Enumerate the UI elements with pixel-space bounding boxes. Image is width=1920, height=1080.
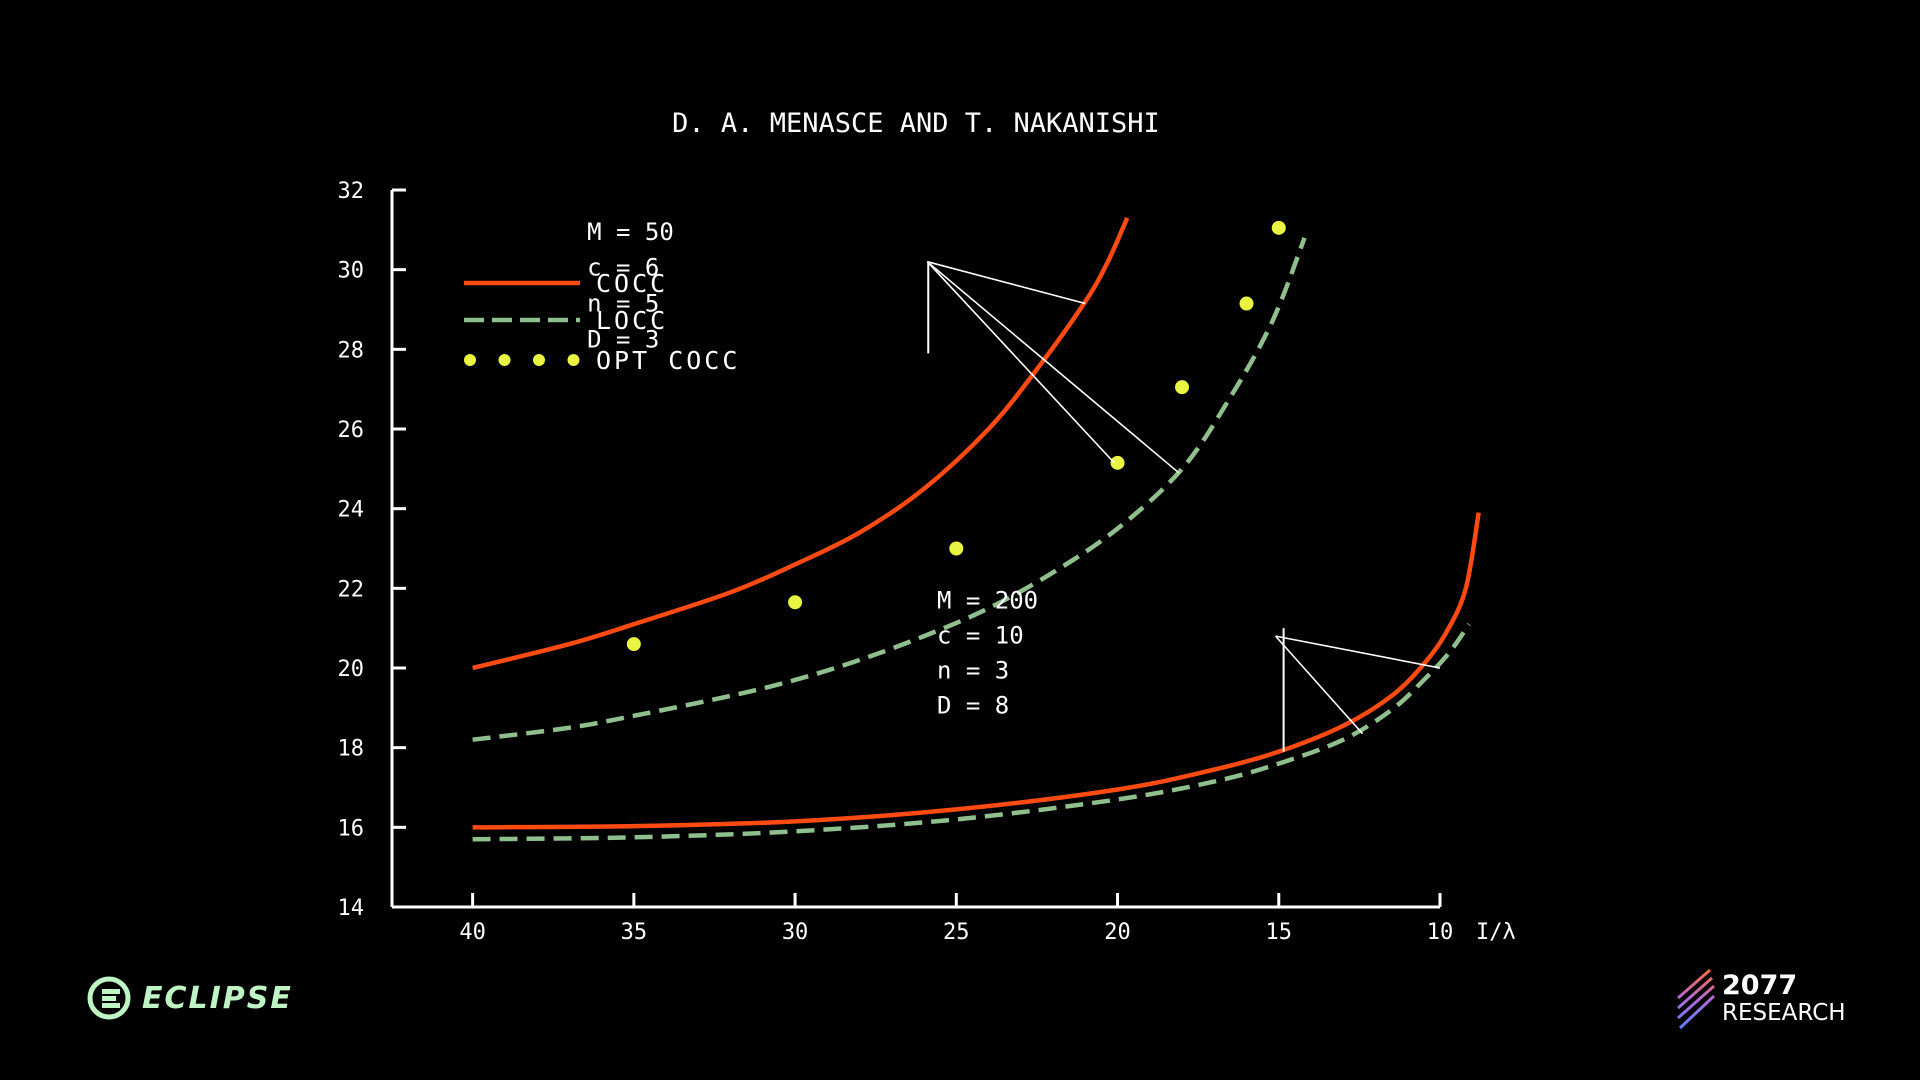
- y-tick-label: 20: [338, 657, 365, 682]
- series-layer: [472, 216, 1481, 842]
- annotation-text: n = 5: [587, 290, 659, 318]
- y-tick-label: 26: [338, 418, 365, 443]
- annotation-pointer: [1274, 635, 1364, 735]
- legend-label: COCC: [596, 269, 668, 298]
- x-tick-label: 20: [1104, 920, 1131, 945]
- annotation-2: M = 200 c = 10 n = 3 D = 8: [937, 586, 1441, 752]
- legend-swatch-dot: [464, 354, 476, 366]
- legend-label: OPT COCC: [596, 346, 740, 375]
- m50-opt-cocc-point: [626, 637, 641, 652]
- annotation-text: D = 8: [937, 691, 1009, 719]
- eclipse-logo-icon: [87, 976, 131, 1020]
- annotation-text: M = 200: [937, 586, 1038, 614]
- x-tick-label: 25: [943, 920, 970, 945]
- m50-opt-cocc-point: [788, 595, 803, 610]
- y-tick-label: 24: [338, 498, 365, 523]
- legend: COCC LOCC OPT COCC: [464, 269, 740, 375]
- annotation-1: M = 50 c = 6 n = 5 D = 3: [587, 218, 1180, 474]
- x-tick-label: 40: [459, 920, 486, 945]
- annotation-text: M = 50: [587, 218, 674, 246]
- m50-opt-cocc-point: [1110, 455, 1125, 470]
- x-tick-label: 10: [1427, 920, 1454, 945]
- chart-title: D. A. MENASCE AND T. NAKANISHI: [672, 108, 1160, 139]
- m50-opt-cocc-point: [1239, 296, 1254, 311]
- brand-2077-word: RESEARCH: [1722, 1000, 1846, 1026]
- annotation-pointer: [1275, 635, 1441, 669]
- y-tick-label: 16: [338, 816, 365, 841]
- legend-label: LOCC: [596, 306, 668, 335]
- annotation-layer: M = 50 c = 6 n = 5 D = 3 M = 200 c = 10 n = 3 D…: [587, 218, 1441, 752]
- y-tick-label: 28: [338, 338, 365, 363]
- y-tick-label: 22: [338, 577, 365, 602]
- m50-locc-line: [472, 236, 1307, 742]
- legend-swatch-dot: [533, 354, 545, 366]
- y-tick-label: 14: [338, 896, 365, 921]
- m200-cocc-line: [472, 512, 1481, 830]
- axes: 14 16 18 20 22 24 26 28 30 32 40 35 30 25 20 15 10 I/λ: [338, 179, 1516, 945]
- annotation-text: c = 10: [937, 621, 1024, 649]
- y-tick-label: 18: [338, 737, 365, 762]
- x-axis-label: I/λ: [1476, 920, 1516, 945]
- x-tick-label: 15: [1266, 920, 1293, 945]
- m200-locc-line: [472, 622, 1471, 842]
- annotation-text: n = 3: [937, 656, 1009, 684]
- m50-opt-cocc-point: [1175, 380, 1190, 395]
- y-tick-label: 30: [338, 259, 365, 284]
- legend-swatch-dot: [498, 354, 511, 366]
- x-tick-label: 35: [621, 920, 648, 945]
- brand-2077-number: 2077: [1722, 970, 1798, 1001]
- annotation-text: c = 6: [587, 254, 659, 282]
- m50-opt-cocc-point: [1271, 220, 1286, 235]
- m50-cocc-line: [472, 216, 1130, 671]
- annotation-pointer: [926, 261, 1180, 474]
- brand-2077-research: 2077 RESEARCH: [1674, 964, 1854, 1034]
- brand-eclipse-label: ECLIPSE: [142, 980, 293, 1016]
- research-logo-icon: [1677, 968, 1716, 1030]
- brand-eclipse: ECLIPSE: [86, 974, 293, 1022]
- annotation-pointer: [926, 261, 1115, 464]
- m50-opt-cocc-point: [949, 541, 964, 556]
- y-tick-label: 32: [338, 179, 365, 204]
- annotation-text: D = 3: [587, 325, 659, 353]
- legend-swatch-dot: [567, 354, 580, 366]
- x-tick-label: 30: [782, 920, 809, 945]
- annotation-pointer: [927, 260, 1086, 305]
